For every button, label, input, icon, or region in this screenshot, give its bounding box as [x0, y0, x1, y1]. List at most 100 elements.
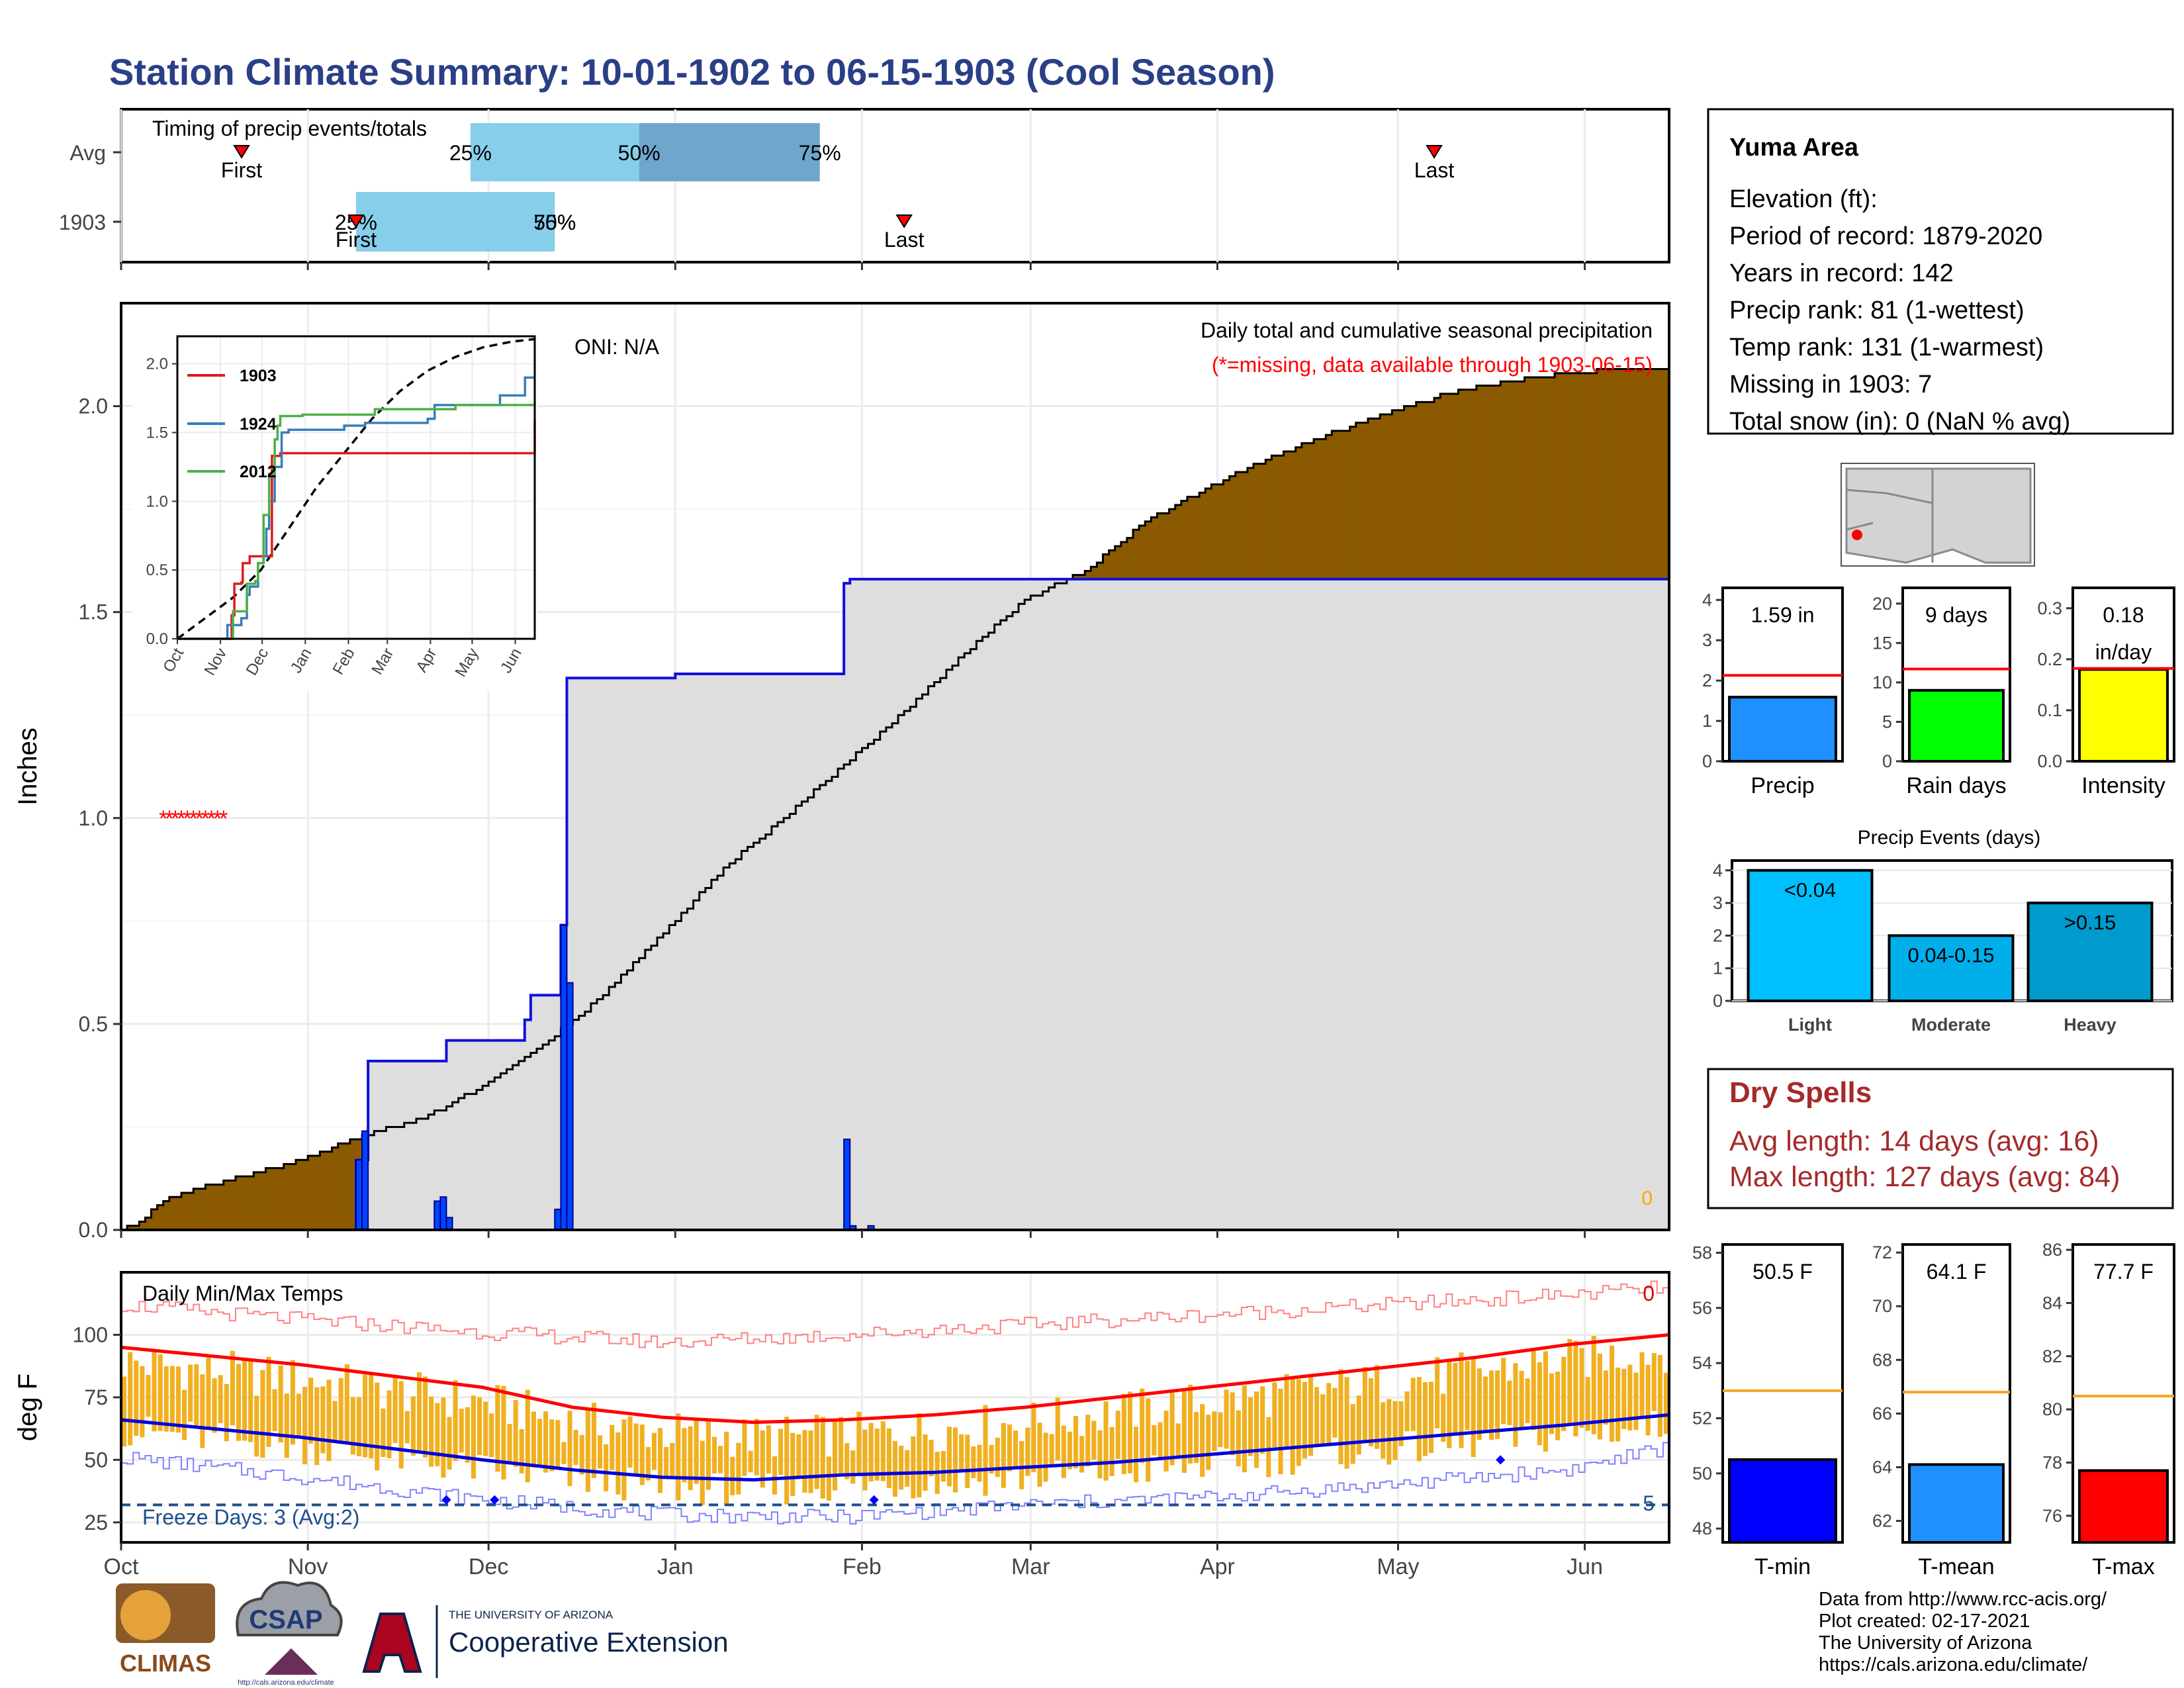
deficit-area	[1163, 513, 1170, 579]
deficit-area	[1283, 451, 1291, 579]
daily-temp-bar	[392, 1377, 398, 1443]
daily-temp-bar	[633, 1423, 639, 1475]
station-line: Total snow (in): 0 (NaN % avg)	[1729, 408, 2070, 436]
temp-ytick-label: 50	[84, 1448, 108, 1472]
daily-temp-bar	[158, 1354, 163, 1431]
map-borders	[1846, 469, 1934, 563]
daily-temp-bar	[814, 1415, 819, 1489]
daily-temp-bar	[1621, 1368, 1627, 1429]
deficit-area	[283, 1164, 291, 1230]
mini-ytick-label: 66	[1872, 1403, 1892, 1423]
daily-temp-bar	[1362, 1367, 1367, 1440]
deficit-area	[1277, 455, 1285, 579]
observed-cumulative-line	[121, 575, 1670, 1231]
daily-temp-bar	[182, 1389, 187, 1440]
daily-temp-bar	[218, 1375, 223, 1423]
station-line: Elevation (ft):	[1729, 185, 1878, 213]
daily-temp-bar	[1525, 1378, 1530, 1423]
deficit-area	[217, 1184, 224, 1230]
daily-temp-bar	[736, 1442, 741, 1495]
deficit-area	[1320, 439, 1326, 579]
daily-temp-bar	[326, 1380, 332, 1462]
deficit-area	[1193, 496, 1200, 579]
daily-temp-bar	[224, 1383, 229, 1442]
daily-temp-bar	[381, 1408, 386, 1458]
daily-temp-bar	[965, 1434, 970, 1488]
deficit-area	[1639, 369, 1646, 579]
daily-temp-bar	[989, 1444, 994, 1474]
precip-frame	[120, 302, 1670, 1231]
daily-temp-bar	[1561, 1356, 1567, 1431]
avg-cumulative-line	[121, 368, 1669, 1231]
deficit-area	[1548, 377, 1555, 579]
mini-ytick-label: 62	[1872, 1511, 1892, 1531]
dry-spells-box: Dry Spells Avg length: 14 days (avg: 16) M…	[1707, 1068, 2174, 1209]
events-ytick-label: 2	[1713, 925, 1723, 945]
precip-ylabel: Inches	[13, 727, 42, 806]
mini-ytick-label: 1	[1702, 711, 1712, 731]
daily-temp-bar	[1031, 1402, 1036, 1473]
daily-temp-bar	[363, 1374, 368, 1458]
deficit-area	[1085, 571, 1091, 579]
missing-marker: *	[201, 806, 210, 831]
timing-p50-label: 50%	[533, 211, 576, 234]
inset-frame	[176, 335, 536, 640]
deficit-area	[211, 1184, 218, 1230]
deficit-area	[1488, 385, 1495, 579]
oni-label: ONI: N/A	[574, 335, 660, 359]
mini-ytick-label: 86	[2042, 1240, 2062, 1260]
deficit-area	[1500, 381, 1507, 579]
deficit-area	[199, 1188, 206, 1230]
temp-ytick-label: 75	[84, 1385, 108, 1409]
deficit-area	[1458, 389, 1465, 579]
mini-ytick-label: 50	[1692, 1464, 1712, 1483]
daily-precip-bar	[560, 924, 568, 1231]
inset-ytick-label: 1.0	[146, 492, 168, 510]
deficit-area	[1355, 422, 1363, 579]
mini-bar-value-label: in/day	[2095, 640, 2152, 664]
deficit-area	[1524, 377, 1531, 579]
daily-temp-bar	[784, 1417, 790, 1505]
daily-temp-bar	[911, 1436, 916, 1499]
daily-temp-bar	[1488, 1370, 1494, 1440]
location-map	[1841, 463, 2035, 567]
mini-ytick-label: 2	[1702, 671, 1712, 690]
mini-ytick-label: 54	[1692, 1353, 1712, 1373]
deficit-area	[1428, 402, 1435, 579]
deficit-area	[1338, 430, 1345, 579]
deficit-area	[193, 1188, 200, 1230]
timing-last-label: Last	[1414, 158, 1455, 182]
deficit-area	[1229, 476, 1236, 579]
daily-temp-bar	[1043, 1432, 1048, 1482]
footer-line: https://cals.arizona.edu/climate/	[1819, 1654, 2088, 1675]
missing-marker: *	[159, 806, 167, 831]
daily-temp-bar	[615, 1432, 621, 1495]
station-line: Period of record: 1879-2020	[1729, 222, 2042, 250]
inset-series-2012	[177, 402, 536, 640]
deficit-area	[1555, 373, 1561, 579]
dry-spells-max: Max length: 127 days (avg: 84)	[1729, 1161, 2120, 1193]
precip-summary-bars: 0 1 2 3 4 1.59 in Precip 0 5 10 15 20 9 days Rain day…	[1702, 586, 2175, 798]
daily-temp-bar	[820, 1417, 825, 1499]
deficit-area	[1175, 504, 1182, 579]
daily-temp-bar	[1422, 1382, 1428, 1456]
events-ytick-label: 4	[1713, 861, 1723, 880]
deficit-area	[1223, 480, 1230, 579]
mini-ytick-label: 76	[2042, 1506, 2062, 1526]
daily-temp-bar	[1633, 1372, 1639, 1430]
daily-temp-bar	[610, 1425, 615, 1470]
daily-temp-bar	[489, 1413, 494, 1458]
daily-temp-bar	[597, 1435, 603, 1469]
mini-ytick-label: 0.3	[2037, 598, 2062, 618]
month-label: Jan	[657, 1554, 694, 1579]
timing-marker-last	[1426, 145, 1443, 159]
daily-temp-bar	[1230, 1392, 1235, 1456]
events-bar-label: Light	[1788, 1015, 1832, 1035]
station-line: Years in record: 142	[1729, 259, 1954, 287]
daily-temp-bar	[664, 1446, 669, 1478]
timing-marker-last	[895, 214, 913, 228]
daily-temp-bar	[1073, 1416, 1079, 1469]
daily-temp-bar	[1242, 1385, 1247, 1473]
deficit-area	[1512, 381, 1520, 579]
deficit-area	[355, 1139, 363, 1160]
